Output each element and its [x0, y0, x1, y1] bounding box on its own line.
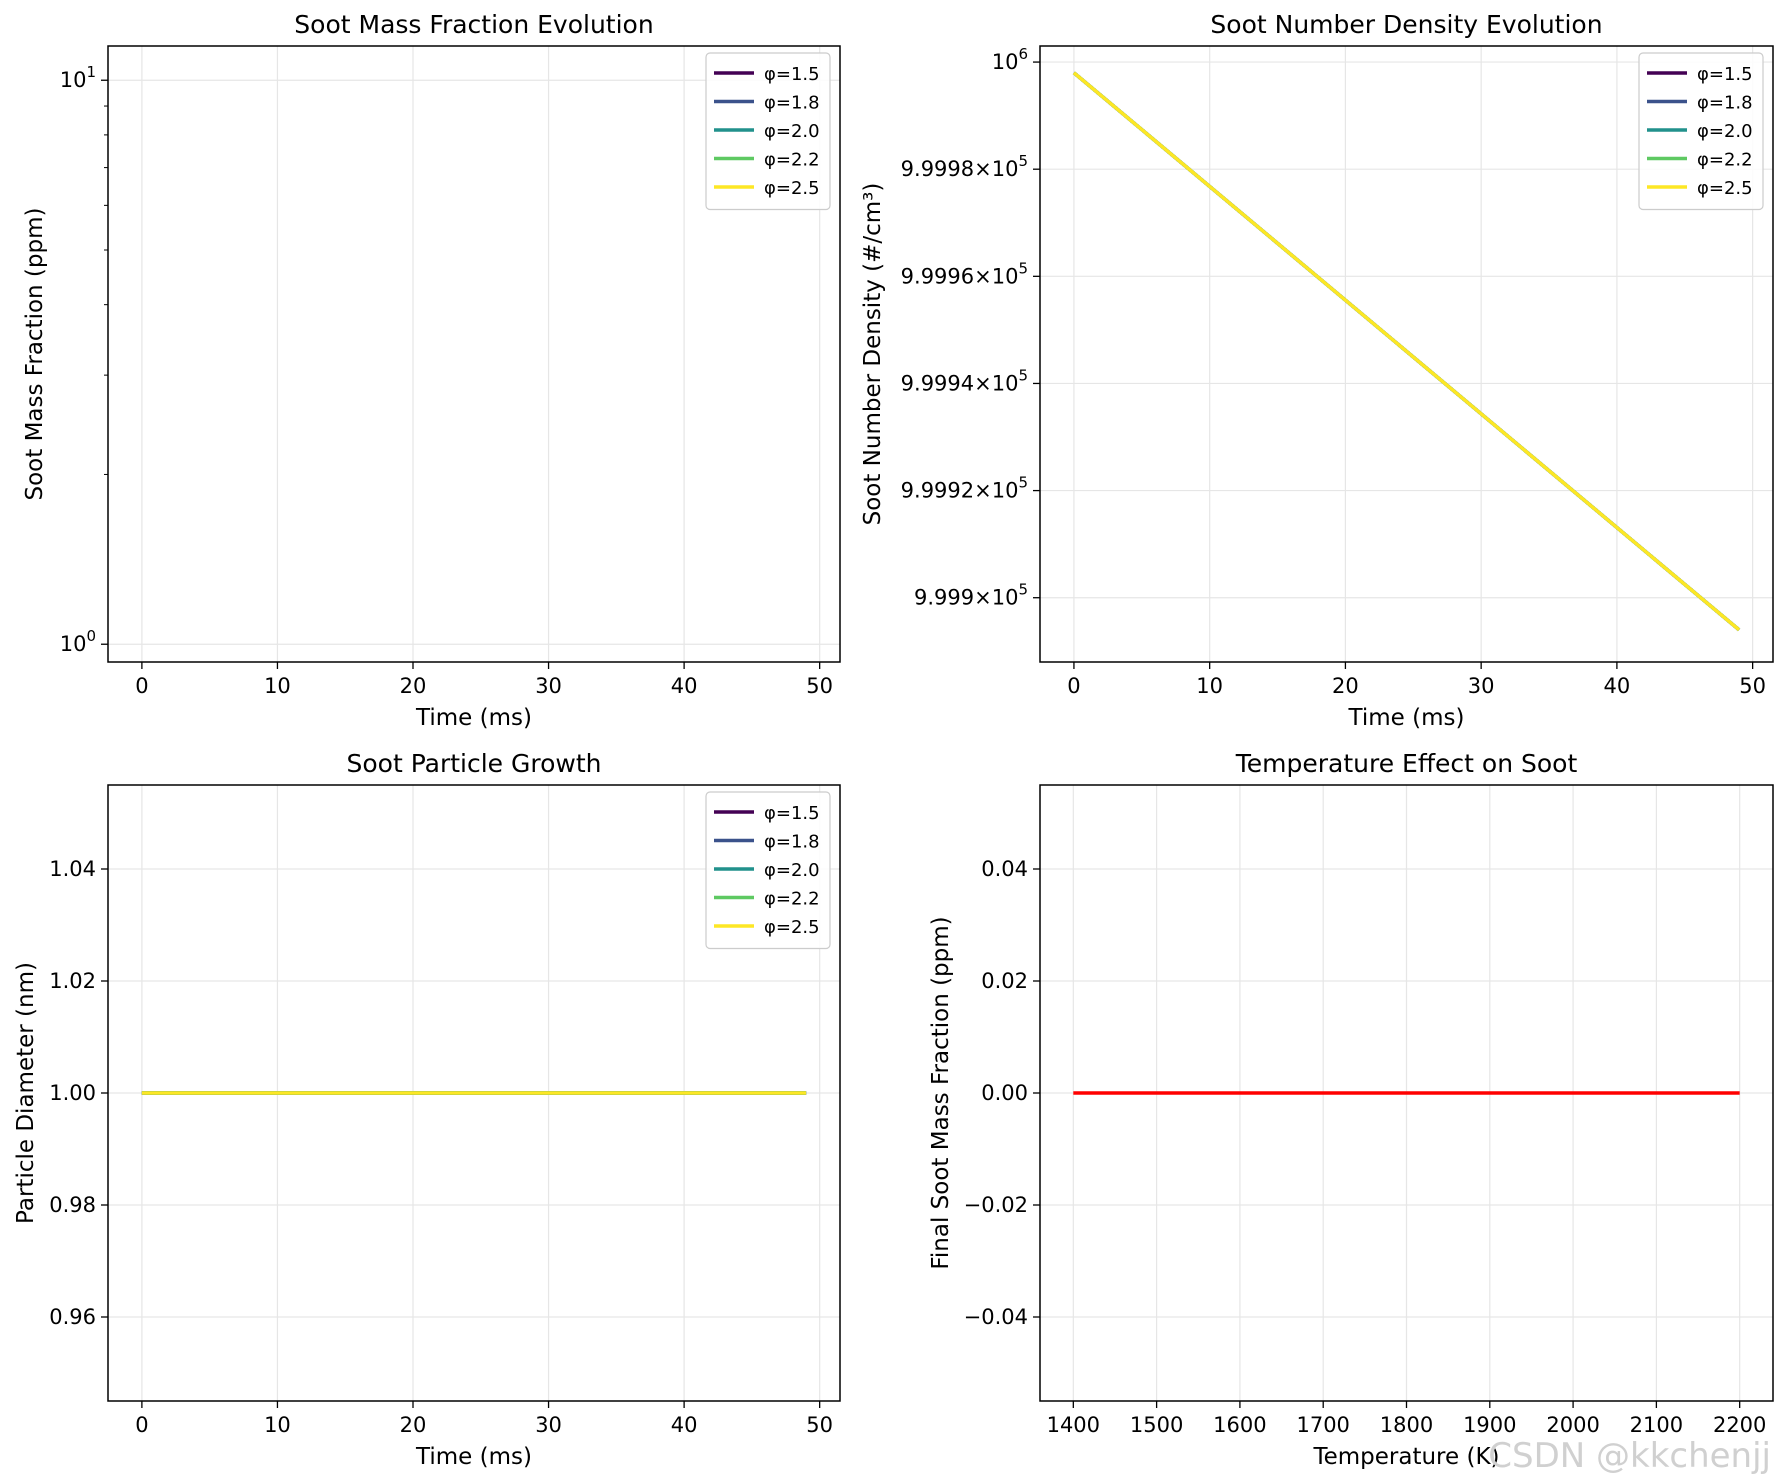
x-tick-label: 20 [400, 1413, 427, 1437]
y-tick-label: 9.9996×105 [901, 259, 1028, 288]
legend-label: φ=1.8 [1697, 93, 1753, 114]
x-tick-label: 50 [1739, 674, 1766, 698]
legend-label: φ=2.2 [764, 150, 820, 171]
y-tick-label: 1.00 [49, 1081, 96, 1105]
x-tick-label: 40 [1604, 674, 1631, 698]
chart-temperature: 1400 1500 1600 1700 1800 1900 2000 2100 2200 −0.0… [928, 749, 1774, 1470]
y-tick-label: 0.00 [981, 1081, 1028, 1105]
y-tick-label: 100 [60, 627, 96, 656]
legend-label: φ=1.5 [764, 64, 820, 85]
x-tick-label: 50 [806, 674, 833, 698]
y-tick-label: 1.04 [49, 857, 96, 881]
chart-diameter: 0 10 20 30 40 50 0.96 0.98 1.00 1.02 1.04 Soot Part… [13, 749, 841, 1470]
y-tick-label: 0.98 [49, 1193, 96, 1217]
y-tick-label: −0.04 [964, 1305, 1028, 1329]
y-axis-label: Final Soot Mass Fraction (ppm) [928, 916, 954, 1269]
legend: φ=1.5 φ=1.8 φ=2.0 φ=2.2 φ=2.5 [1638, 52, 1764, 211]
x-tick-label: 20 [400, 674, 427, 698]
y-tick-label: 101 [60, 63, 96, 92]
x-tick-label: 10 [264, 674, 291, 698]
legend: φ=1.5 φ=1.8 φ=2.0 φ=2.2 φ=2.5 [705, 52, 831, 211]
x-tick-label: 1800 [1380, 1413, 1433, 1437]
y-axis-label: Soot Mass Fraction (ppm) [22, 208, 48, 501]
y-tick-label: 9.9998×105 [901, 152, 1028, 181]
x-tick-label: 20 [1332, 674, 1359, 698]
chart-number: 0 10 20 30 40 50 9.999×105 9.9992×105 9.9994×105… [860, 10, 1774, 731]
y-tick-label: 106 [992, 45, 1028, 74]
x-tick-label: 0 [135, 674, 148, 698]
x-tick-label: 1700 [1296, 1413, 1349, 1437]
legend-label: φ=2.0 [764, 860, 820, 881]
legend-label: φ=2.2 [1697, 150, 1753, 171]
x-tick-label: 30 [1468, 674, 1495, 698]
chart-mass: 0 10 20 30 40 50 100 101 Soot Mass Fraction Evol… [22, 10, 841, 731]
chart-title: Soot Number Density Evolution [1210, 10, 1602, 39]
x-axis-label: Time (ms) [415, 1444, 532, 1470]
x-tick-label: 2100 [1630, 1413, 1683, 1437]
x-tick-label: 0 [1067, 674, 1080, 698]
axes-frame [107, 45, 841, 663]
x-tick-label: 0 [135, 1413, 148, 1437]
x-tick-label: 1900 [1463, 1413, 1516, 1437]
legend-label: φ=1.5 [764, 803, 820, 824]
legend-label: φ=2.5 [1697, 178, 1753, 199]
legend-label: φ=1.5 [1697, 64, 1753, 85]
x-tick-label: 1400 [1047, 1413, 1100, 1437]
series-line [1072, 71, 1741, 632]
legend-label: φ=2.0 [764, 121, 820, 142]
x-tick-label: 30 [535, 674, 562, 698]
y-tick-label: 1.02 [49, 969, 96, 993]
y-tick-label: 9.9992×105 [901, 474, 1028, 503]
legend-box [1638, 52, 1764, 211]
y-tick-label: 0.96 [49, 1305, 96, 1329]
y-tick-label: 9.999×105 [914, 581, 1028, 610]
x-tick-label: 1500 [1130, 1413, 1183, 1437]
chart-title: Soot Mass Fraction Evolution [294, 10, 653, 39]
watermark: CSDN @kkchenjj [1488, 1436, 1771, 1476]
x-tick-label: 50 [806, 1413, 833, 1437]
legend-box [705, 791, 831, 950]
x-tick-label: 40 [671, 674, 698, 698]
y-axis-label: Soot Number Density (#/cm³) [860, 183, 886, 526]
y-tick-label: −0.02 [964, 1193, 1028, 1217]
chart-title: Temperature Effect on Soot [1235, 749, 1578, 778]
legend-label: φ=1.8 [764, 93, 820, 114]
x-tick-label: 40 [671, 1413, 698, 1437]
x-tick-label: 30 [535, 1413, 562, 1437]
y-tick-label: 9.9994×105 [901, 366, 1028, 395]
x-axis-label: Time (ms) [1348, 705, 1465, 731]
legend-label: φ=2.0 [1697, 121, 1753, 142]
y-axis-label: Particle Diameter (nm) [13, 962, 39, 1224]
x-axis-label: Temperature (K) [1312, 1444, 1499, 1470]
legend-box [705, 52, 831, 211]
x-tick-label: 1600 [1213, 1413, 1266, 1437]
legend-label: φ=2.5 [764, 178, 820, 199]
y-tick-label: 0.04 [981, 857, 1028, 881]
legend-label: φ=2.5 [764, 917, 820, 938]
legend-label: φ=1.8 [764, 832, 820, 853]
legend-label: φ=2.2 [764, 889, 820, 910]
chart-title: Soot Particle Growth [346, 749, 601, 778]
x-tick-label: 2200 [1713, 1413, 1766, 1437]
x-tick-label: 10 [1196, 674, 1223, 698]
y-tick-label: 0.02 [981, 969, 1028, 993]
x-tick-label: 2000 [1546, 1413, 1599, 1437]
series-group [1072, 71, 1741, 632]
legend: φ=1.5 φ=1.8 φ=2.0 φ=2.2 φ=2.5 [705, 791, 831, 950]
x-axis-label: Time (ms) [415, 705, 532, 731]
axes-frame [1039, 45, 1774, 663]
x-tick-label: 10 [264, 1413, 291, 1437]
